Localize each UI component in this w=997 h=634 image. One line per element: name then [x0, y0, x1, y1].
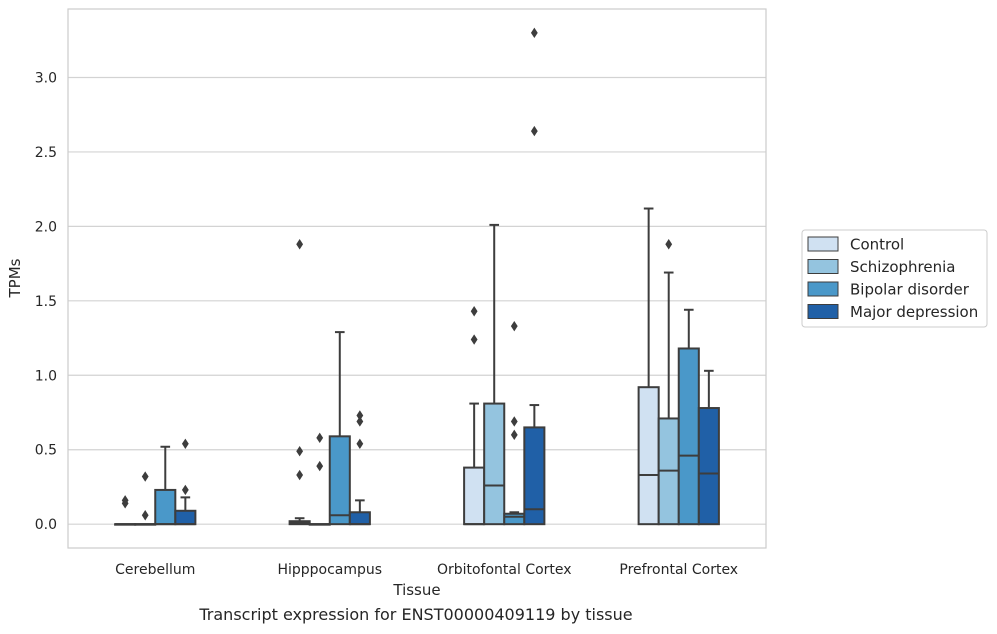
outlier-point [296, 239, 304, 250]
legend-swatch [807, 304, 839, 319]
gridlines [68, 76, 766, 525]
box-body [637, 386, 660, 526]
box-3-1 [348, 410, 371, 526]
box-1-0 [134, 471, 157, 526]
legend-label: Control [850, 236, 904, 254]
plot-area-frame [67, 8, 767, 549]
box-body [348, 511, 371, 526]
box-1-3 [657, 239, 680, 526]
legend-frame [801, 229, 988, 328]
outlier-point [510, 320, 518, 332]
outlier-point [356, 416, 364, 427]
box-body [677, 347, 700, 526]
outlier-point [141, 510, 149, 521]
y-tick-label: 1.5 [35, 294, 57, 310]
box-1-2 [483, 223, 506, 526]
box-body [174, 509, 197, 526]
outlier-point [316, 432, 324, 444]
y-tick-label: 0.0 [35, 517, 57, 533]
x-tick-label: Prefrontal Cortex [619, 562, 738, 578]
outlier-point [530, 27, 538, 39]
y-tick-label: 1.0 [35, 368, 57, 384]
box-0-0 [114, 495, 137, 526]
box-body [503, 512, 526, 526]
box-0-1 [288, 239, 311, 526]
outlier-point [296, 469, 304, 481]
legend-swatch [807, 259, 839, 274]
box-0-2 [463, 306, 486, 526]
outlier-point [181, 438, 189, 449]
outlier-point [665, 239, 673, 250]
outlier-point [296, 446, 304, 457]
x-tick-labels: Cerebellum Hipppocampus Orbitofontal Corte… [115, 562, 738, 578]
outlier-point [121, 495, 129, 506]
figure-caption: Transcript expression for ENST0000040911… [199, 605, 633, 624]
outlier-point [316, 460, 324, 472]
outlier-point [510, 429, 518, 441]
y-tick-label: 2.0 [35, 219, 57, 235]
y-tick-labels: 0.0 0.5 1.0 1.5 2.0 2.5 3.0 [35, 70, 57, 533]
x-tick-label: Orbitofontal Cortex [437, 562, 572, 578]
legend-label: Schizophrenia [850, 258, 955, 276]
outlier-point [356, 410, 364, 421]
box-3-2 [523, 27, 546, 526]
outlier-point [181, 484, 189, 496]
box-3-0 [174, 438, 197, 526]
y-tick-label: 0.5 [35, 443, 57, 459]
box-0-3 [637, 207, 660, 526]
outlier-point [356, 438, 364, 449]
box-body [697, 407, 720, 526]
box-2-2 [503, 320, 526, 526]
outlier-point [141, 471, 149, 482]
legend-swatch [807, 236, 839, 252]
y-axis-label: TPMs [6, 258, 24, 298]
box-body [328, 435, 351, 526]
box-body [523, 426, 546, 526]
box-body [483, 402, 506, 526]
box-2-1 [328, 331, 351, 526]
box-2-0 [154, 445, 177, 526]
box-2-3 [677, 308, 700, 526]
legend-label: Major depression [850, 303, 978, 321]
outlier-point [530, 125, 538, 137]
y-tick-label: 2.5 [35, 145, 57, 161]
x-tick-label: Cerebellum [115, 562, 195, 578]
box-3-3 [697, 369, 720, 526]
box-body [154, 488, 177, 526]
y-tick-label: 3.0 [35, 70, 57, 86]
outlier-point [470, 334, 478, 345]
outlier-point [470, 306, 478, 317]
legend-swatch [807, 281, 839, 297]
x-tick-label: Hipppocampus [277, 562, 382, 578]
x-axis-label: Tissue [392, 581, 440, 599]
legend: Control Schizophrenia Bipolar disorder Majo… [801, 229, 988, 328]
box-1-1 [308, 432, 331, 526]
legend-label: Bipolar disorder [850, 281, 970, 299]
outlier-point [510, 416, 518, 427]
boxes [114, 27, 720, 526]
box-body [463, 466, 486, 526]
